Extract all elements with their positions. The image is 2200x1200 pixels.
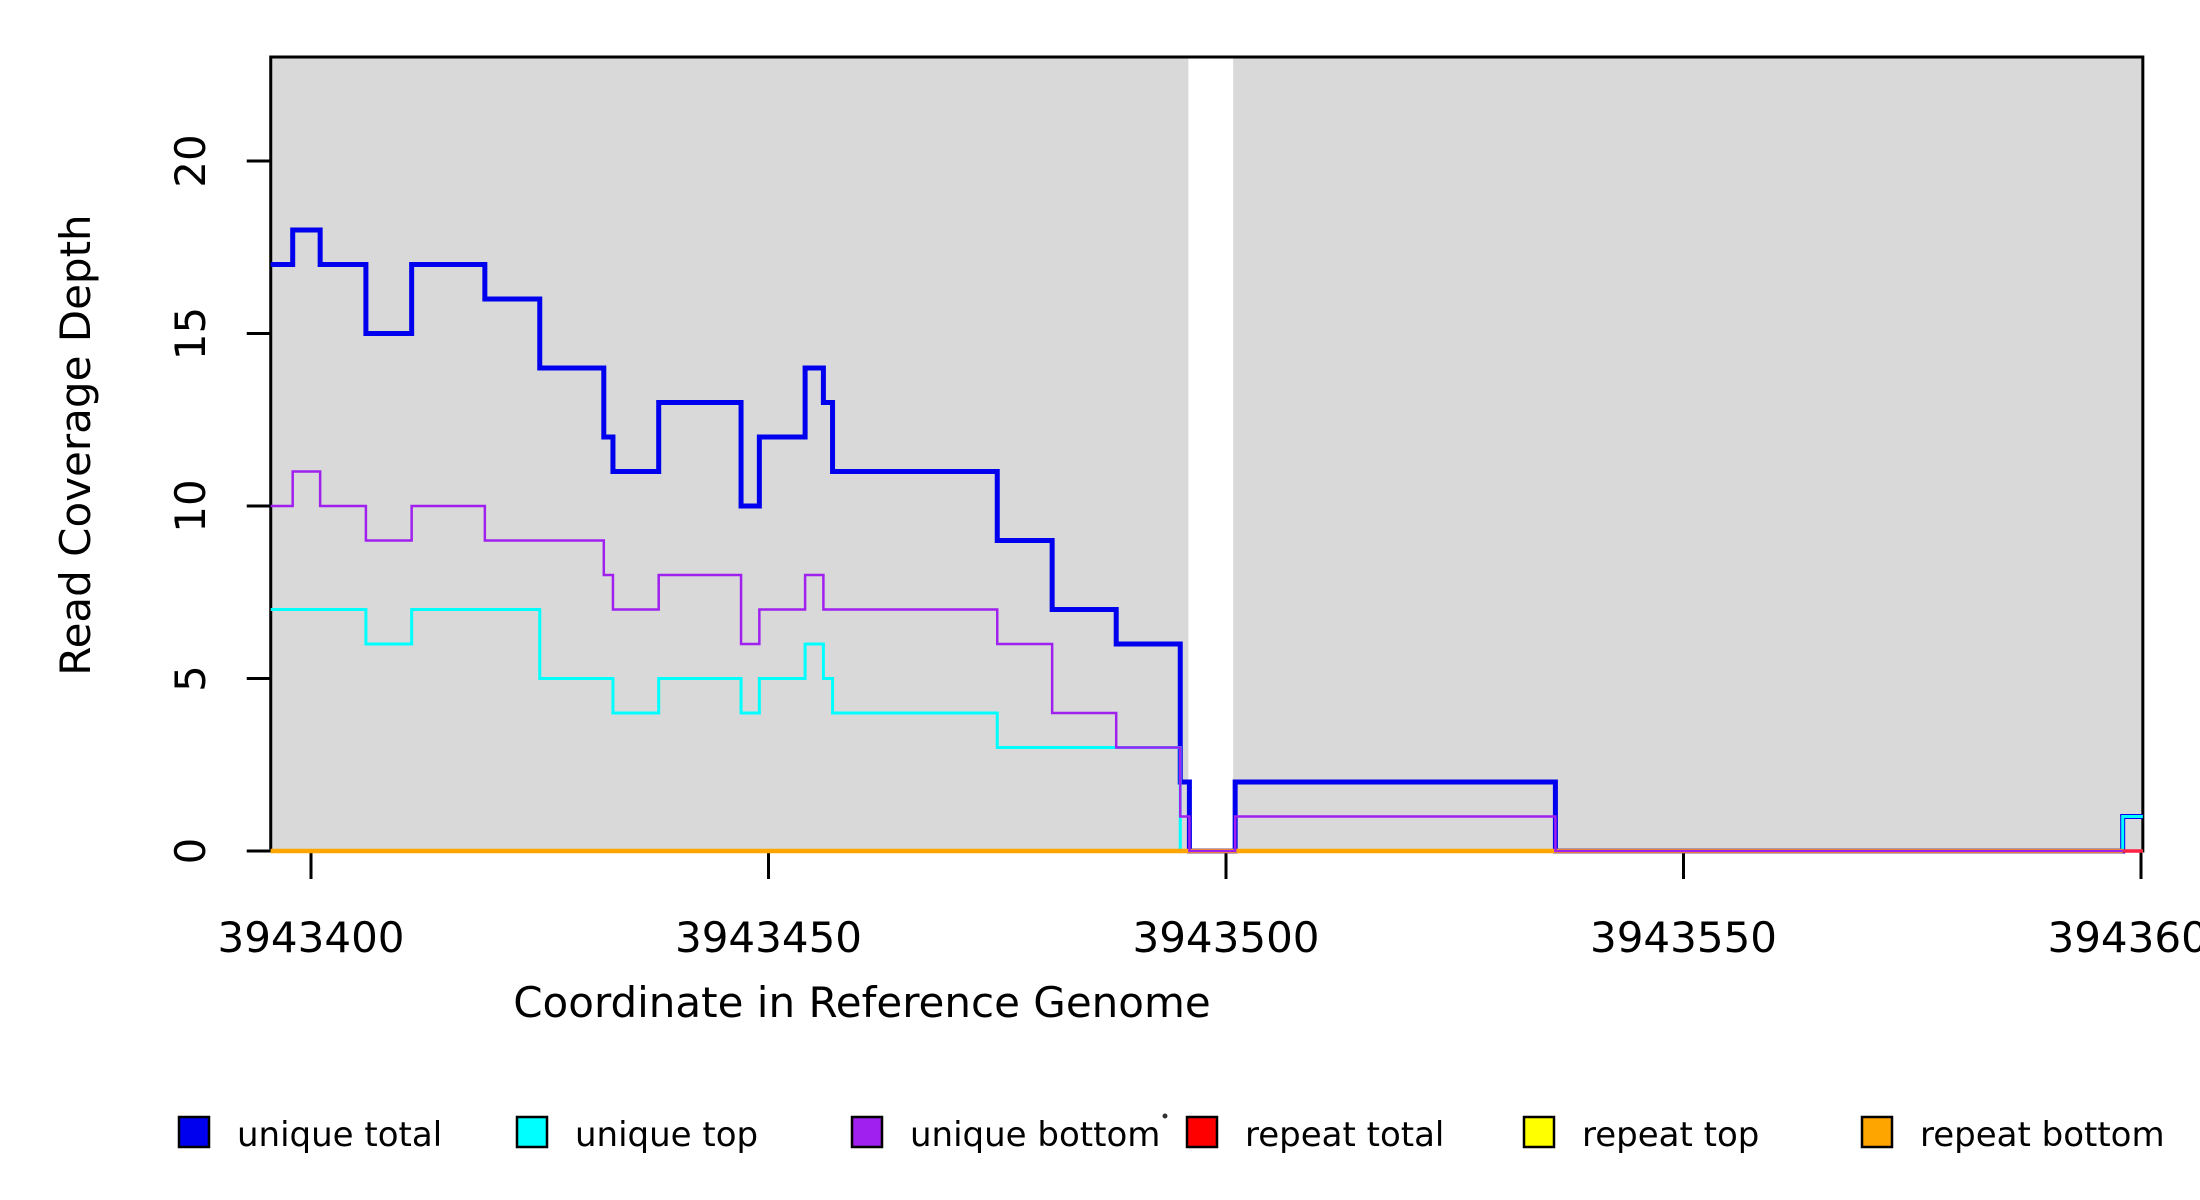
stray-dot-artifact <box>1162 1113 1168 1119</box>
x-axis-title: Coordinate in Reference Genome <box>513 978 1211 1027</box>
series-line-unique-bottom <box>270 470 2123 853</box>
coverage-gap-band <box>1188 58 1234 851</box>
x-tick-label: 3943400 <box>217 913 404 962</box>
y-axis-title: Read Coverage Depth <box>51 214 100 676</box>
legend-label-unique-bottom: unique bottom <box>910 1115 1160 1155</box>
y-tick-label: 0 <box>166 838 215 865</box>
x-tick-label: 3943550 <box>1590 913 1777 962</box>
legend-label-repeat-top: repeat top <box>1582 1115 1759 1155</box>
y-tick-label: 20 <box>166 134 215 187</box>
legend-swatch-unique-total <box>177 1115 211 1149</box>
legend-swatch-unique-bottom <box>850 1115 884 1149</box>
legend-label-unique-top: unique top <box>575 1115 758 1155</box>
y-tick-label: 5 <box>166 665 215 692</box>
y-tick-label: 10 <box>166 479 215 532</box>
x-tick-label: 3943450 <box>675 913 862 962</box>
legend-swatch-unique-top <box>515 1115 549 1149</box>
legend-label-repeat-bottom: repeat bottom <box>1920 1115 2165 1155</box>
legend-label-repeat-total: repeat total <box>1245 1115 1444 1155</box>
legend-label-unique-total: unique total <box>237 1115 442 1155</box>
legend-swatch-repeat-top <box>1522 1115 1556 1149</box>
legend-swatch-repeat-bottom <box>1860 1115 1894 1149</box>
x-tick-label: 3943500 <box>1132 913 1319 962</box>
series-line-unique-top <box>270 608 2143 853</box>
legend-swatch-repeat-total <box>1185 1115 1219 1149</box>
y-tick-label: 15 <box>166 307 215 360</box>
